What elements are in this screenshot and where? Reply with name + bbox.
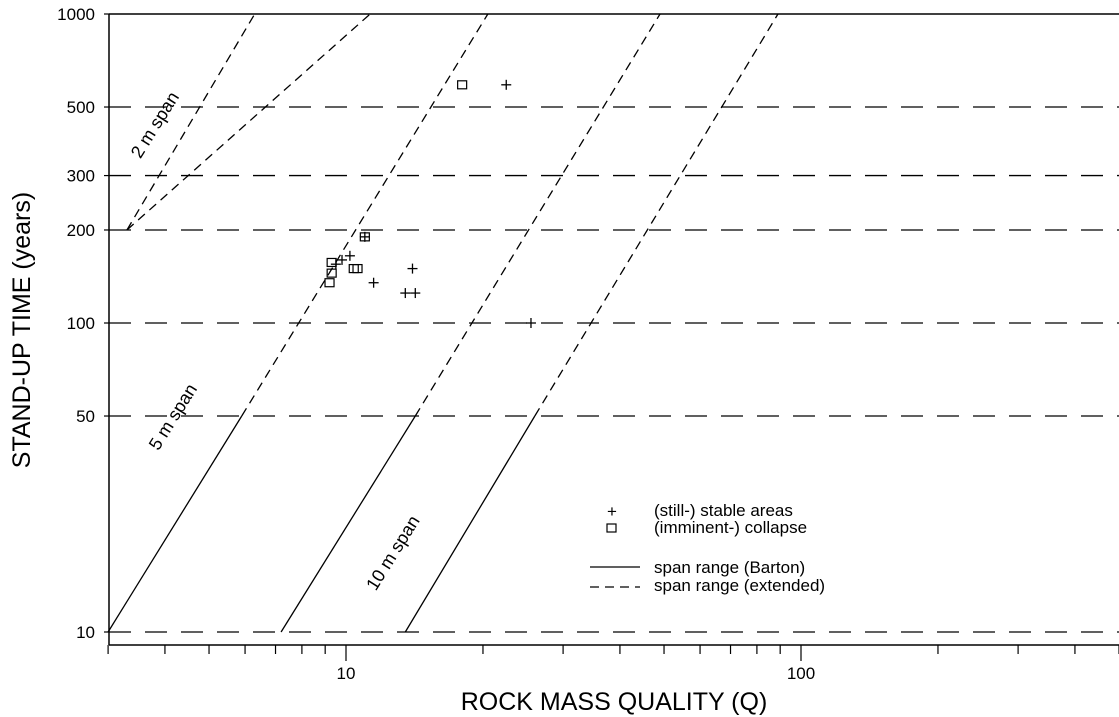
point-collapse (359, 232, 370, 242)
point-collapse (326, 257, 337, 268)
y-axis-title: STAND-UP TIME (years) (8, 192, 36, 468)
point-stable (501, 79, 512, 90)
y-tick-label: 100 (67, 314, 95, 333)
point-collapse (326, 268, 337, 278)
y-ticks: 10 50 100 200 300 500 1000 (57, 5, 109, 642)
legend-label-collapse: (imminent-) collapse (654, 518, 807, 537)
legend: + (still-) stable areas (imminent-) coll… (590, 501, 825, 595)
axes (108, 13, 1119, 646)
point-stable (400, 288, 411, 299)
point-stable (359, 231, 370, 242)
y-tick-label: 200 (67, 221, 95, 240)
point-collapse (324, 278, 335, 288)
data-points (324, 79, 536, 328)
y-tick-label: 300 (67, 167, 95, 186)
span-line-extended (534, 13, 779, 417)
span-line-barton (107, 415, 243, 633)
point-stable (525, 318, 536, 328)
y-tick-label: 50 (76, 407, 95, 426)
legend-label-extended: span range (extended) (654, 576, 825, 595)
x-ticks: 10 100 (107, 645, 1119, 683)
x-tick-label: 10 (337, 664, 356, 683)
span-line-extended (241, 13, 489, 417)
span-line-extended (414, 13, 661, 417)
x-axis-title: ROCK MASS QUALITY (Q) (461, 688, 768, 716)
span-line-barton (404, 415, 536, 633)
span-line-extended (126, 13, 371, 231)
point-collapse (352, 263, 363, 274)
y-tick-label: 1000 (57, 5, 95, 24)
span-label: 5 m span (145, 380, 201, 453)
span-line-barton (280, 415, 416, 633)
point-collapse (348, 263, 359, 274)
point-stable (368, 277, 379, 288)
legend-label-barton: span range (Barton) (654, 558, 805, 577)
reference-lines (109, 106, 1119, 633)
y-tick-label: 10 (76, 623, 95, 642)
legend-square-marker (606, 523, 617, 533)
y-tick-label: 500 (67, 98, 95, 117)
point-collapse (457, 80, 468, 90)
span-lines (107, 13, 779, 633)
legend-plus-marker: + (607, 502, 617, 521)
point-stable (344, 250, 355, 261)
legend-label-stable: (still-) stable areas (654, 501, 793, 520)
point-stable (337, 254, 348, 265)
span-line-extended (126, 13, 256, 231)
point-stable (407, 263, 418, 274)
span-label: 10 m span (362, 512, 424, 594)
x-tick-label: 100 (787, 664, 815, 683)
point-stable (410, 288, 421, 299)
